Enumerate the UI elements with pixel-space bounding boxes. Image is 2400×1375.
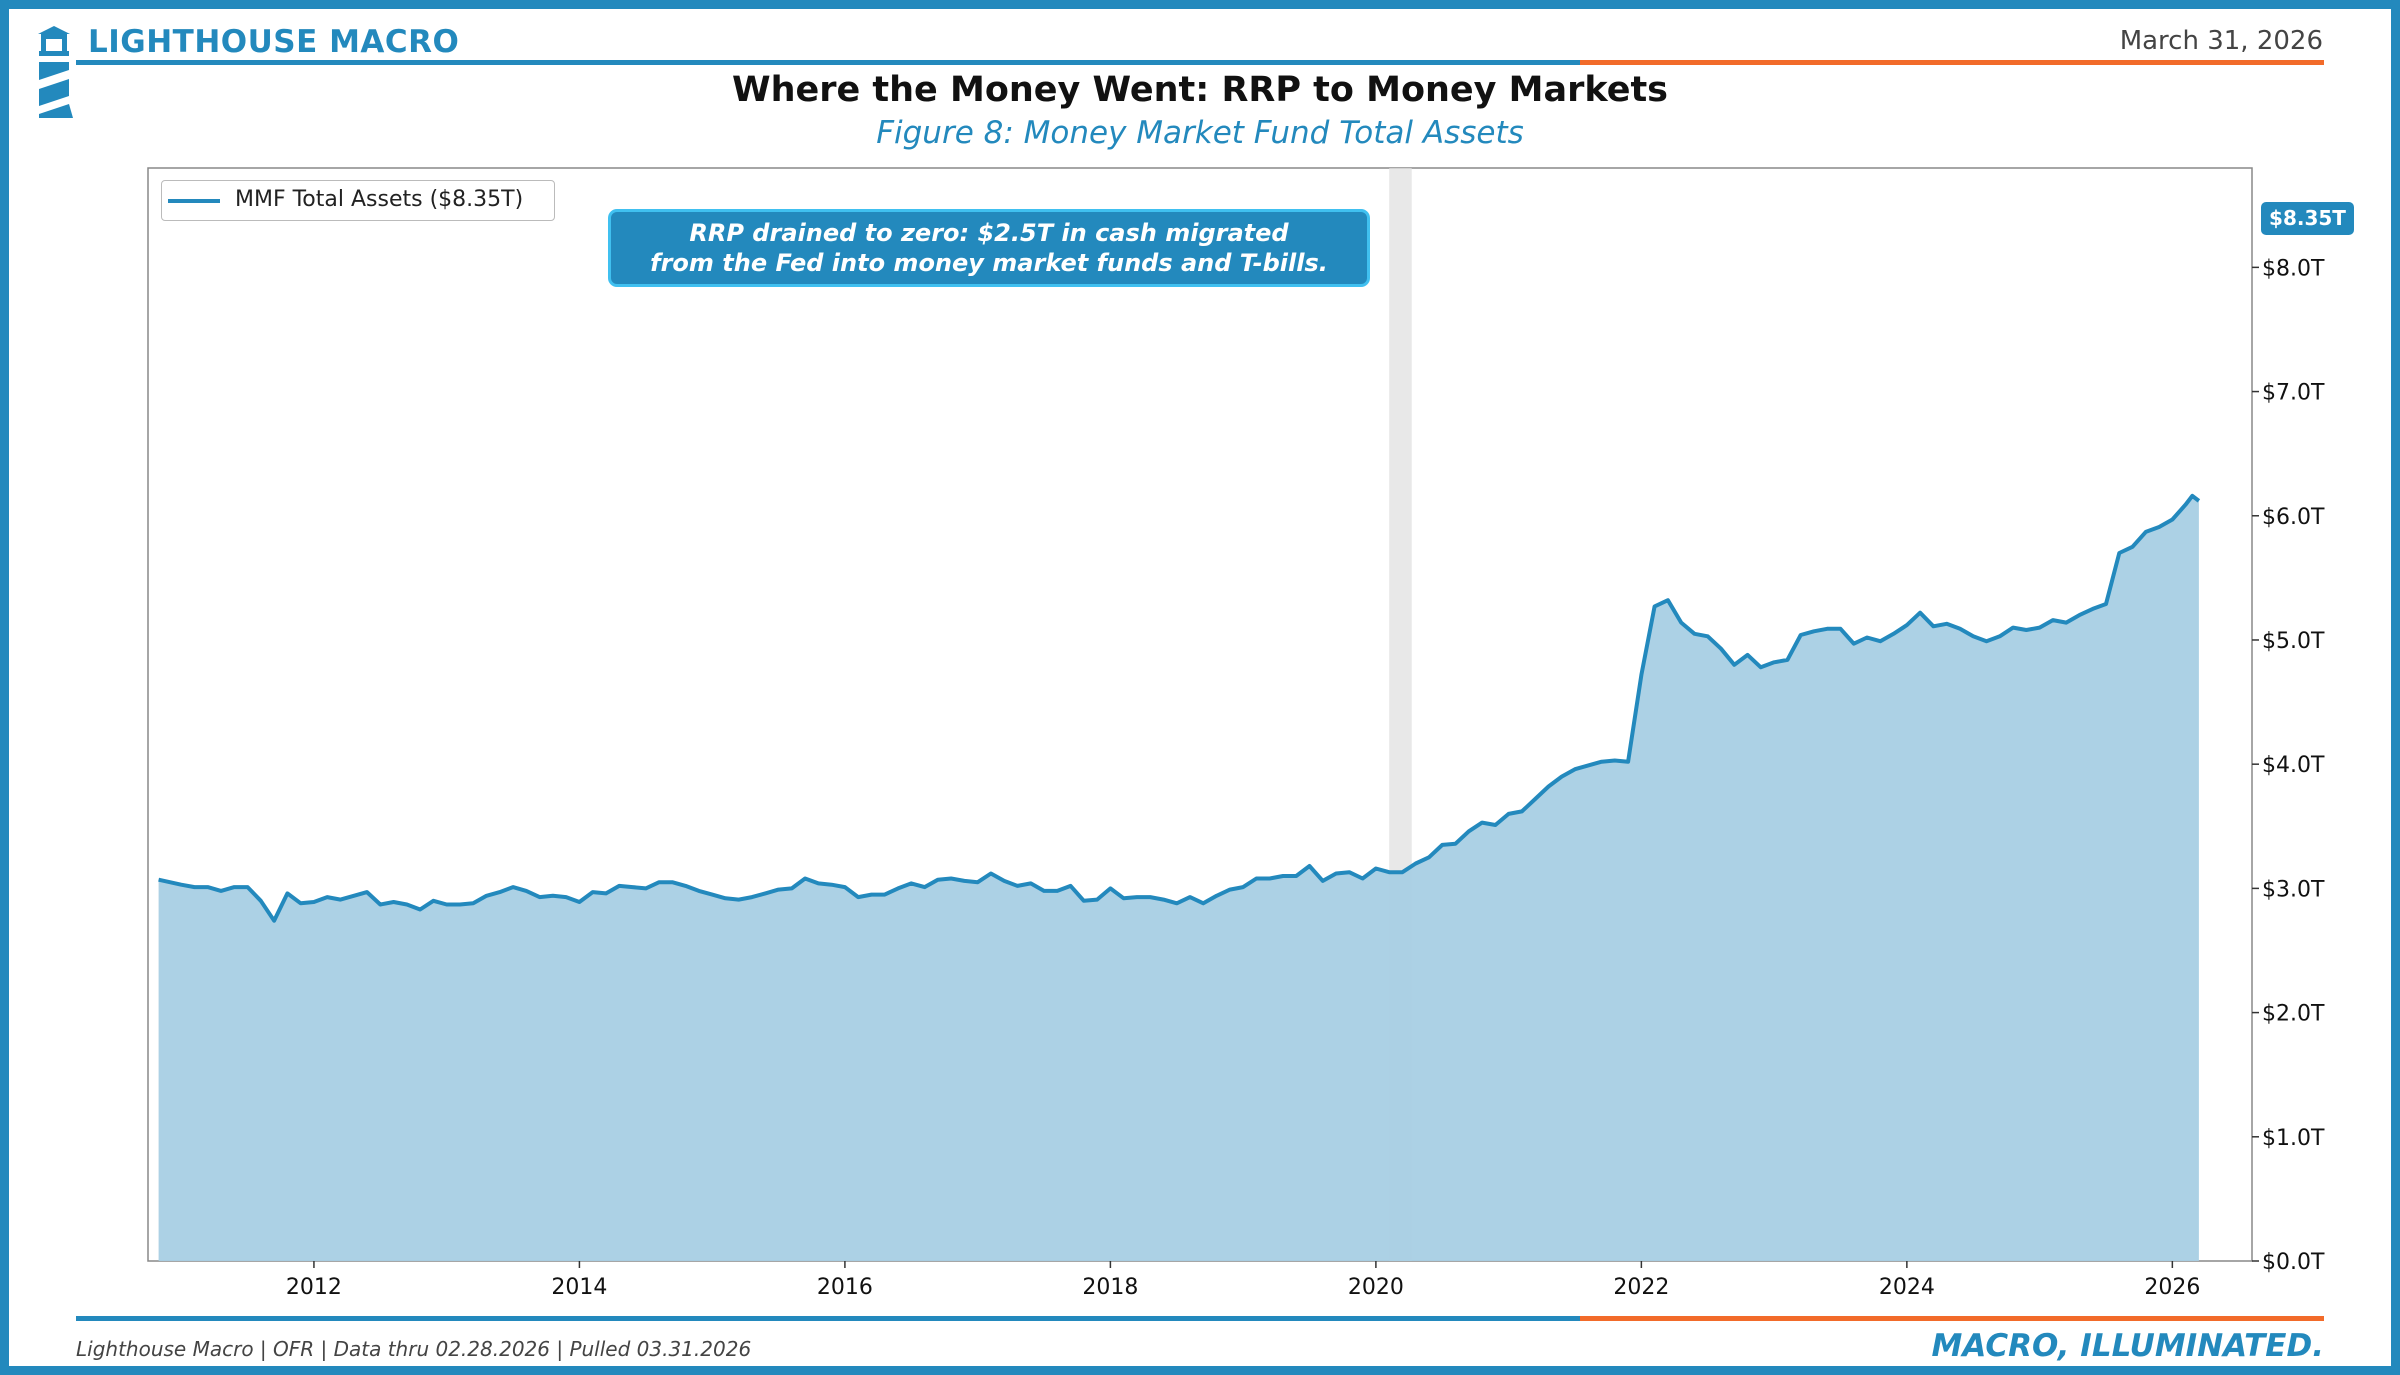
header-date: March 31, 2026 — [2119, 26, 2323, 56]
y-tick-label: $0.0T — [2262, 1250, 2325, 1275]
y-tick-label: $7.0T — [2262, 381, 2325, 406]
series-area-fill — [158, 495, 2199, 1261]
annotation-line-1: RRP drained to zero: $2.5T in cash migra… — [689, 219, 1289, 247]
footer-tagline: MACRO, ILLUMINATED. — [1931, 1328, 2324, 1364]
series-line — [158, 493, 2201, 923]
annotation-line-2: from the Fed into money market funds and… — [650, 249, 1328, 277]
x-tick-label: 2014 — [551, 1275, 607, 1300]
lighthouse-logo-icon — [38, 26, 73, 118]
y-tick-label: $8.0T — [2262, 256, 2325, 281]
x-tick-label: 2012 — [286, 1275, 342, 1300]
chart-title: Where the Money Went: RRP to Money Marke… — [731, 70, 1669, 110]
y-tick-label: $1.0T — [2262, 1126, 2325, 1151]
y-tick-label: $3.0T — [2262, 877, 2325, 902]
y-tick-label: $6.0T — [2262, 505, 2325, 530]
legend-swatch — [168, 199, 220, 203]
x-tick-label: 2024 — [1879, 1275, 1935, 1300]
legend: MMF Total Assets ($8.35T) — [161, 180, 555, 221]
y-tick-label: $2.0T — [2262, 1002, 2325, 1027]
header-rule-orange — [1580, 60, 2324, 65]
x-tick-label: 2018 — [1082, 1275, 1138, 1300]
y-tick-label: $5.0T — [2262, 629, 2325, 654]
chart-subtitle: Figure 8: Money Market Fund Total Assets — [876, 115, 1524, 151]
x-tick-label: 2022 — [1613, 1275, 1669, 1300]
brand-name: LIGHTHOUSE MACRO — [88, 24, 460, 60]
x-tick-label: 2016 — [817, 1275, 873, 1300]
y-tick-label: $4.0T — [2262, 753, 2325, 778]
x-tick-label: 2026 — [2144, 1275, 2200, 1300]
footer-rule-blue — [76, 1316, 1580, 1321]
footer-source: Lighthouse Macro | OFR | Data thru 02.28… — [76, 1337, 752, 1361]
x-tick-label: 2020 — [1348, 1275, 1404, 1300]
legend-label: MMF Total Assets ($8.35T) — [235, 187, 524, 212]
header-rule-blue — [76, 60, 1580, 65]
last-value-badge: $8.35T — [2261, 202, 2354, 235]
annotation-callout: RRP drained to zero: $2.5T in cash migra… — [608, 209, 1370, 287]
footer-rule-orange — [1580, 1316, 2324, 1321]
